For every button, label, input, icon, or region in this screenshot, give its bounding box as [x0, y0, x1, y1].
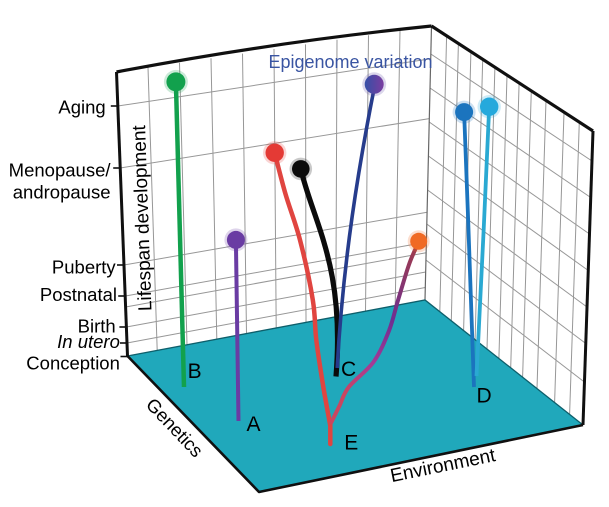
svg-text:A: A: [247, 413, 261, 436]
svg-text:Postnatal: Postnatal: [40, 284, 117, 305]
svg-text:B: B: [188, 360, 202, 383]
svg-text:andropause: andropause: [13, 182, 111, 203]
svg-text:Menopause/: Menopause/: [9, 160, 112, 181]
svg-text:D: D: [477, 385, 492, 408]
svg-text:Epigenome variation: Epigenome variation: [268, 52, 432, 72]
svg-text:E: E: [344, 432, 358, 455]
svg-text:Conception: Conception: [26, 353, 120, 374]
svg-text:C: C: [341, 358, 356, 381]
svg-text:Aging: Aging: [58, 97, 105, 118]
svg-text:In utero: In utero: [57, 331, 120, 352]
svg-text:Birth: Birth: [78, 316, 116, 337]
svg-text:Puberty: Puberty: [52, 257, 117, 278]
